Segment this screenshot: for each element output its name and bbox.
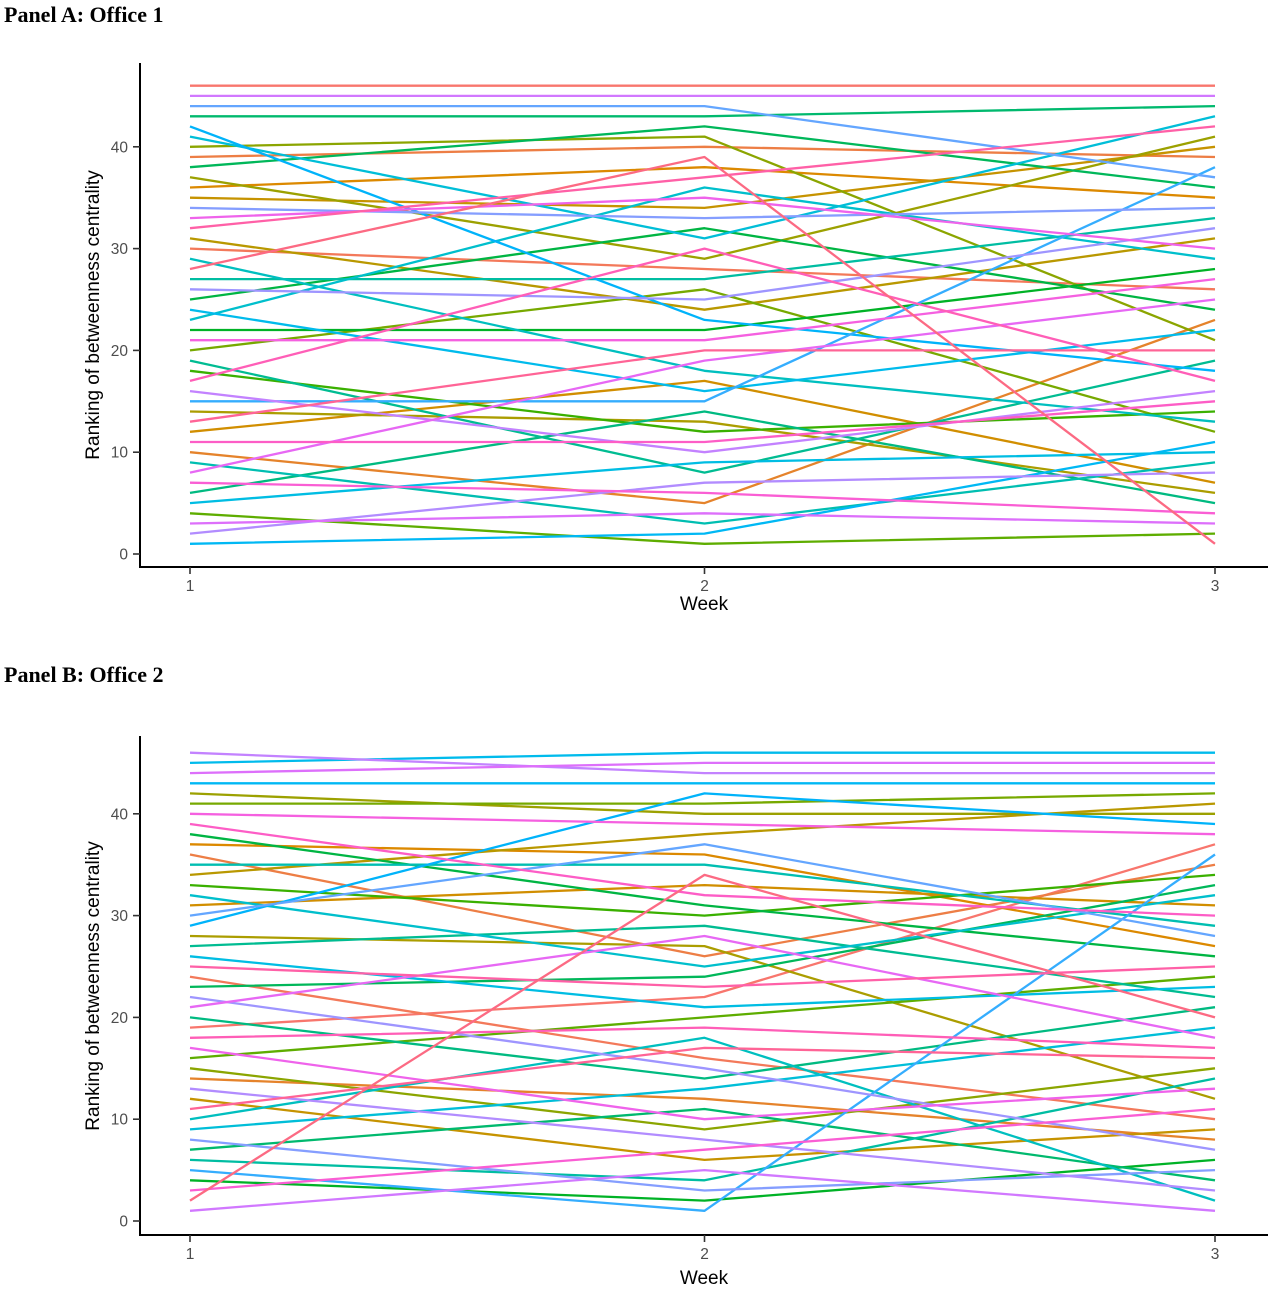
series-line-13 xyxy=(189,512,1216,545)
x-tick-label: 3 xyxy=(1211,578,1220,595)
series-line-25 xyxy=(189,115,1216,240)
y-tick-label: 30 xyxy=(111,241,129,258)
series-line-29 xyxy=(189,792,1216,927)
series-line-12 xyxy=(190,792,1216,805)
series-line-39 xyxy=(189,196,1216,250)
series-line-6 xyxy=(189,883,1216,907)
series-line-5 xyxy=(189,166,1216,199)
series-line-16 xyxy=(189,833,1216,958)
y-tick-label: 10 xyxy=(111,445,129,462)
series-line-11 xyxy=(189,135,1216,342)
panel-a: Panel A: Office 1 0 10 20 30 40 1 2 3 Ranking o… xyxy=(4,2,1268,615)
series-line-26 xyxy=(189,955,1216,1009)
series-line-13 xyxy=(189,975,1216,1060)
series-line-4 xyxy=(189,1077,1216,1141)
series-line-45 xyxy=(189,349,1215,423)
panel-b-y-axis-title: Ranking of betweenness centrality xyxy=(83,841,104,1131)
series-line-3 xyxy=(189,853,1216,958)
y-tick-label: 10 xyxy=(111,1112,129,1129)
series-line-40 xyxy=(189,812,1216,836)
series-line-31 xyxy=(190,104,1216,179)
x-tick-label: 1 xyxy=(186,1246,195,1263)
series-line-4 xyxy=(189,318,1216,505)
y-tick-label: 40 xyxy=(111,139,129,156)
series-line-23 xyxy=(189,257,1216,423)
panel-b-title: Panel B: Office 2 xyxy=(4,662,163,687)
series-line-46 xyxy=(189,155,1216,545)
series-line-43 xyxy=(189,1026,1216,1050)
y-tick-label: 0 xyxy=(119,547,128,564)
series-line-15 xyxy=(190,267,1216,332)
series-line-18 xyxy=(189,1107,1216,1182)
panel-a-y-axis-title: Ranking of betweenness centrality xyxy=(83,170,104,460)
y-tick-label: 40 xyxy=(111,806,129,823)
series-line-35 xyxy=(189,389,1216,454)
series-line-22 xyxy=(189,461,1216,525)
series-line-43 xyxy=(189,247,1216,383)
series-line-34 xyxy=(189,471,1216,535)
panel-b: Panel B: Office 2 0 10 20 30 40 1 2 3 Ranking o… xyxy=(4,662,1268,1289)
series-line-8 xyxy=(189,237,1216,311)
series-line-35 xyxy=(189,751,1215,775)
series-line-17 xyxy=(189,125,1216,189)
series-line-26 xyxy=(189,451,1216,505)
series-line-9 xyxy=(189,410,1216,495)
series-line-38 xyxy=(189,298,1216,474)
series-line-44 xyxy=(189,125,1216,230)
series-line-29 xyxy=(189,125,1216,372)
panel-b-series xyxy=(189,751,1216,1212)
panel-a-axes: 0 10 20 30 40 1 2 3 xyxy=(111,63,1268,595)
panel-a-series xyxy=(189,84,1216,545)
series-line-25 xyxy=(189,1026,1216,1131)
y-tick-label: 20 xyxy=(111,1010,129,1027)
series-line-19 xyxy=(189,410,1216,505)
series-line-21 xyxy=(190,216,1216,281)
series-line-40 xyxy=(190,277,1216,342)
series-line-36 xyxy=(189,1168,1216,1212)
series-line-14 xyxy=(189,369,1216,433)
series-line-46 xyxy=(189,873,1216,1202)
series-line-24 xyxy=(189,894,1216,968)
series-line-21 xyxy=(189,1077,1216,1182)
panel-a-x-axis-title: Week xyxy=(680,594,729,615)
panel-b-axes: 0 10 20 30 40 1 2 3 xyxy=(111,736,1268,1263)
series-line-33 xyxy=(189,227,1216,301)
series-line-38 xyxy=(189,934,1216,1039)
series-line-44 xyxy=(189,965,1216,989)
series-line-34 xyxy=(189,1087,1216,1192)
y-tick-label: 20 xyxy=(111,343,129,360)
series-line-41 xyxy=(189,481,1216,515)
series-line-14 xyxy=(189,873,1216,917)
x-tick-label: 2 xyxy=(700,1246,709,1263)
series-line-30 xyxy=(190,166,1216,403)
y-tick-label: 0 xyxy=(119,1214,128,1231)
series-line-42 xyxy=(189,822,1216,917)
series-line-45 xyxy=(189,1046,1216,1111)
series-line-10 xyxy=(189,135,1216,260)
series-line-32 xyxy=(189,1138,1216,1192)
series-line-31 xyxy=(189,843,1216,938)
series-line-41 xyxy=(189,1107,1216,1192)
series-line-24 xyxy=(189,186,1216,322)
panel-b-x-axis-title: Week xyxy=(680,1268,729,1289)
series-line-7 xyxy=(189,1097,1216,1162)
panel-a-title: Panel A: Office 1 xyxy=(4,2,163,27)
series-line-37 xyxy=(189,512,1216,525)
series-line-2 xyxy=(189,247,1216,291)
series-line-18 xyxy=(190,104,1216,118)
y-tick-label: 30 xyxy=(111,908,129,925)
series-line-19 xyxy=(189,1006,1216,1080)
series-line-28 xyxy=(189,440,1216,545)
x-tick-label: 1 xyxy=(186,578,195,595)
x-tick-label: 3 xyxy=(1211,1246,1220,1263)
series-line-37 xyxy=(189,761,1215,775)
series-line-39 xyxy=(189,1046,1216,1121)
x-tick-label: 2 xyxy=(700,578,709,595)
